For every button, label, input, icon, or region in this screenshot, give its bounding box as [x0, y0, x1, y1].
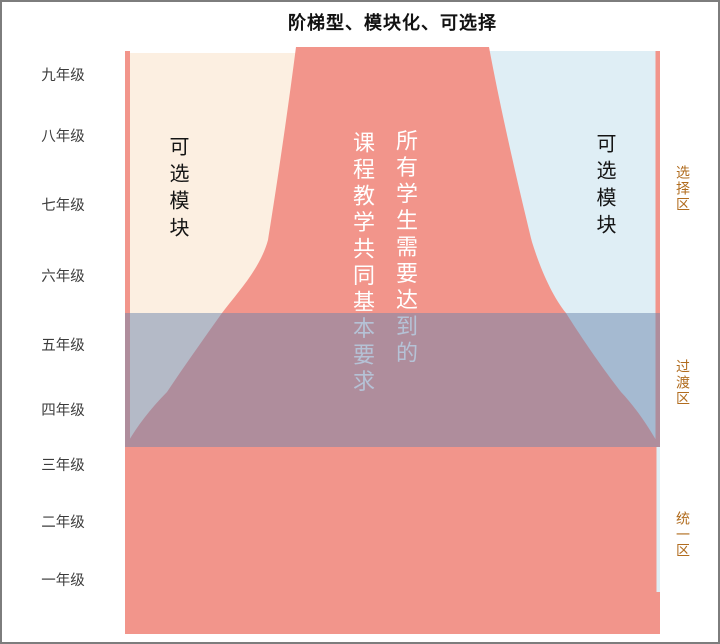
curriculum-diagram: 可选模块 可选模块 所有学生需要达到的 课程教学共同基本要求	[125, 47, 660, 634]
grade-label-9: 九年级	[41, 68, 85, 84]
grade-label-6: 六年级	[41, 269, 85, 285]
grade-label-7: 七年级	[41, 198, 85, 214]
zone-label-unified: 统一区	[674, 511, 689, 559]
optional-left-label: 可选模块	[166, 136, 188, 244]
grade-label-5: 五年级	[41, 338, 85, 354]
transition-overlay	[125, 313, 660, 447]
zone-label-selection: 选择区	[674, 165, 689, 213]
right-bottom-blue-sliver	[656, 447, 660, 592]
zone-label-transition: 过渡区	[674, 359, 689, 407]
grade-label-3: 三年级	[41, 458, 85, 474]
page-title: 阶梯型、模块化、可选择	[288, 13, 497, 33]
optional-right-label: 可选模块	[593, 133, 615, 241]
grade-label-1: 一年级	[41, 573, 85, 589]
left-edge-sliver	[125, 51, 130, 448]
right-edge-sliver	[655, 51, 660, 448]
grade-label-2: 二年级	[41, 515, 85, 531]
grade-label-4: 四年级	[41, 403, 85, 419]
grade-label-8: 八年级	[41, 129, 85, 145]
